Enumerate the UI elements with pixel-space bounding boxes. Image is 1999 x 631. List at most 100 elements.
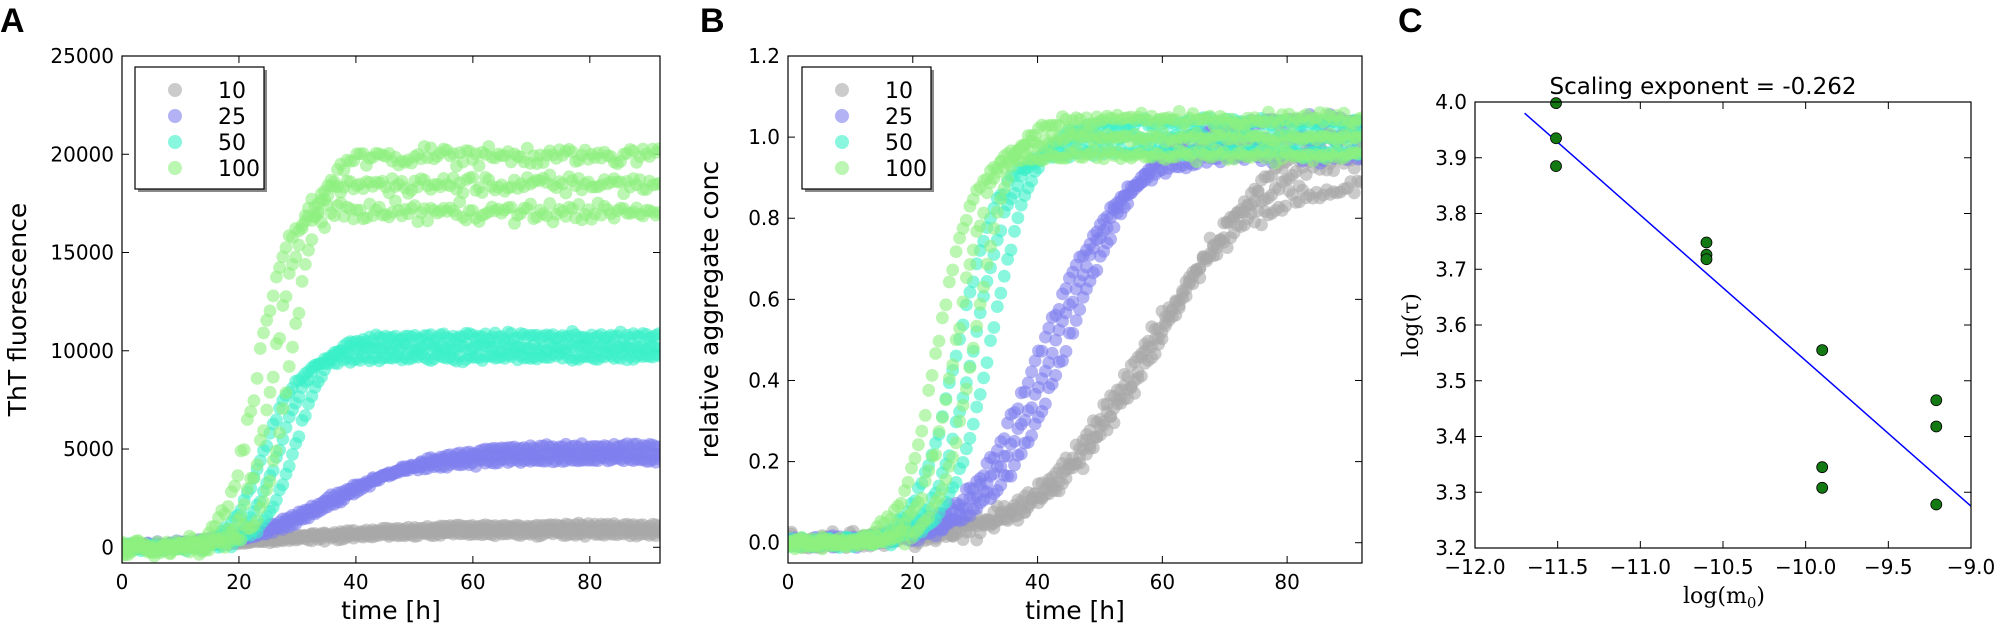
data-point [1049,333,1063,347]
data-point [543,168,557,182]
data-point [263,304,277,318]
data-point [1025,429,1038,442]
data-point [286,447,299,461]
data-point [905,461,918,475]
data-point [1255,218,1268,232]
chart-c: −12.0 −11.5 −11.0 −10.5 −10.0 −9.5 −9.0 3.2 3.3 3… [1399,74,1995,612]
data-point [1354,129,1362,142]
data-point [922,464,936,478]
data-point [1107,221,1121,234]
data-point [1292,179,1306,193]
y-tick-label: 10000 [50,339,114,363]
data-point [1042,321,1056,335]
y-tick-label: 3.3 [1435,480,1467,504]
y-tick-label: 3.7 [1435,257,1467,281]
data-point [1039,397,1052,411]
data-point [292,306,306,320]
data-point [472,159,486,173]
x-tick-label: −10.5 [1692,555,1753,579]
data-point [942,275,956,289]
data-point [949,245,963,258]
data-point [266,464,280,477]
data-point [994,478,1008,492]
data-point [337,163,351,177]
data-point [953,414,966,428]
data-point [260,403,274,417]
x-tick-label: 40 [343,570,368,594]
data-point [652,142,660,156]
data-point [276,402,290,415]
data-point [524,197,537,211]
data-point [946,450,960,464]
data-point [994,286,1008,300]
data-point [1700,236,1713,249]
series-10 [122,516,660,556]
data-point [960,271,973,284]
data-point [298,409,312,423]
data-point [1025,401,1038,415]
x-tick-label: −9.0 [1947,555,1996,579]
x-tick-label: −10.0 [1775,555,1836,579]
data-point [279,241,293,255]
data-point [237,498,251,511]
data-point [1930,420,1943,433]
x-tick-label: 60 [460,570,485,594]
legend-label: 25 [218,105,246,130]
data-point [912,438,925,452]
y-tick-label: 25000 [50,44,114,68]
data-point [908,451,922,465]
data-point [1001,449,1014,463]
legend-label: 25 [885,105,913,130]
data-point [966,243,980,257]
data-point [318,221,331,235]
data-point [1035,344,1049,358]
legend-marker [835,109,849,123]
series-100 [122,140,660,563]
scatter-points [1550,97,1943,511]
data-point [942,372,956,385]
fit-line [1524,112,1972,507]
data-point [263,474,277,488]
y-tick-label: 3.5 [1435,369,1467,393]
data-point [1241,198,1255,212]
panel-letter-c: C [1398,2,1423,40]
y-tick-label: 3.8 [1435,202,1467,226]
data-point [1155,332,1169,346]
data-point [939,393,953,407]
y-tick-label: 5000 [63,437,114,461]
legend-marker [168,109,182,123]
data-point [292,390,306,404]
data-point [932,425,946,438]
data-point [1930,394,1943,407]
data-point [1354,143,1362,157]
data-point [901,475,915,489]
data-point [1021,376,1035,390]
data-point [456,155,470,169]
data-point [295,222,309,235]
data-point [305,233,319,247]
data-point [953,231,966,245]
data-point [946,263,960,277]
data-point [1066,326,1080,340]
x-tick-label: −9.5 [1864,555,1913,579]
x-axis-label: time [h] [1025,596,1125,625]
data-point [987,321,1001,334]
data-point [241,482,254,496]
data-point [977,206,990,220]
data-point [925,369,939,382]
data-point [984,334,997,347]
data-point [279,386,293,400]
y-tick-label: 4.0 [1435,90,1467,114]
data-point [421,214,434,228]
data-point [936,482,949,496]
data-point [997,269,1011,283]
data-point [273,426,286,440]
data-point [1550,97,1562,110]
data-point [936,411,949,424]
chart-b: 0 20 40 60 80 0.0 0.2 0.4 0.6 0.8 1.0 1.2 time [h] re… [695,44,1363,625]
data-point [1087,441,1100,455]
data-point [1014,447,1028,461]
data-point [1251,184,1265,198]
legend-marker [835,83,849,97]
